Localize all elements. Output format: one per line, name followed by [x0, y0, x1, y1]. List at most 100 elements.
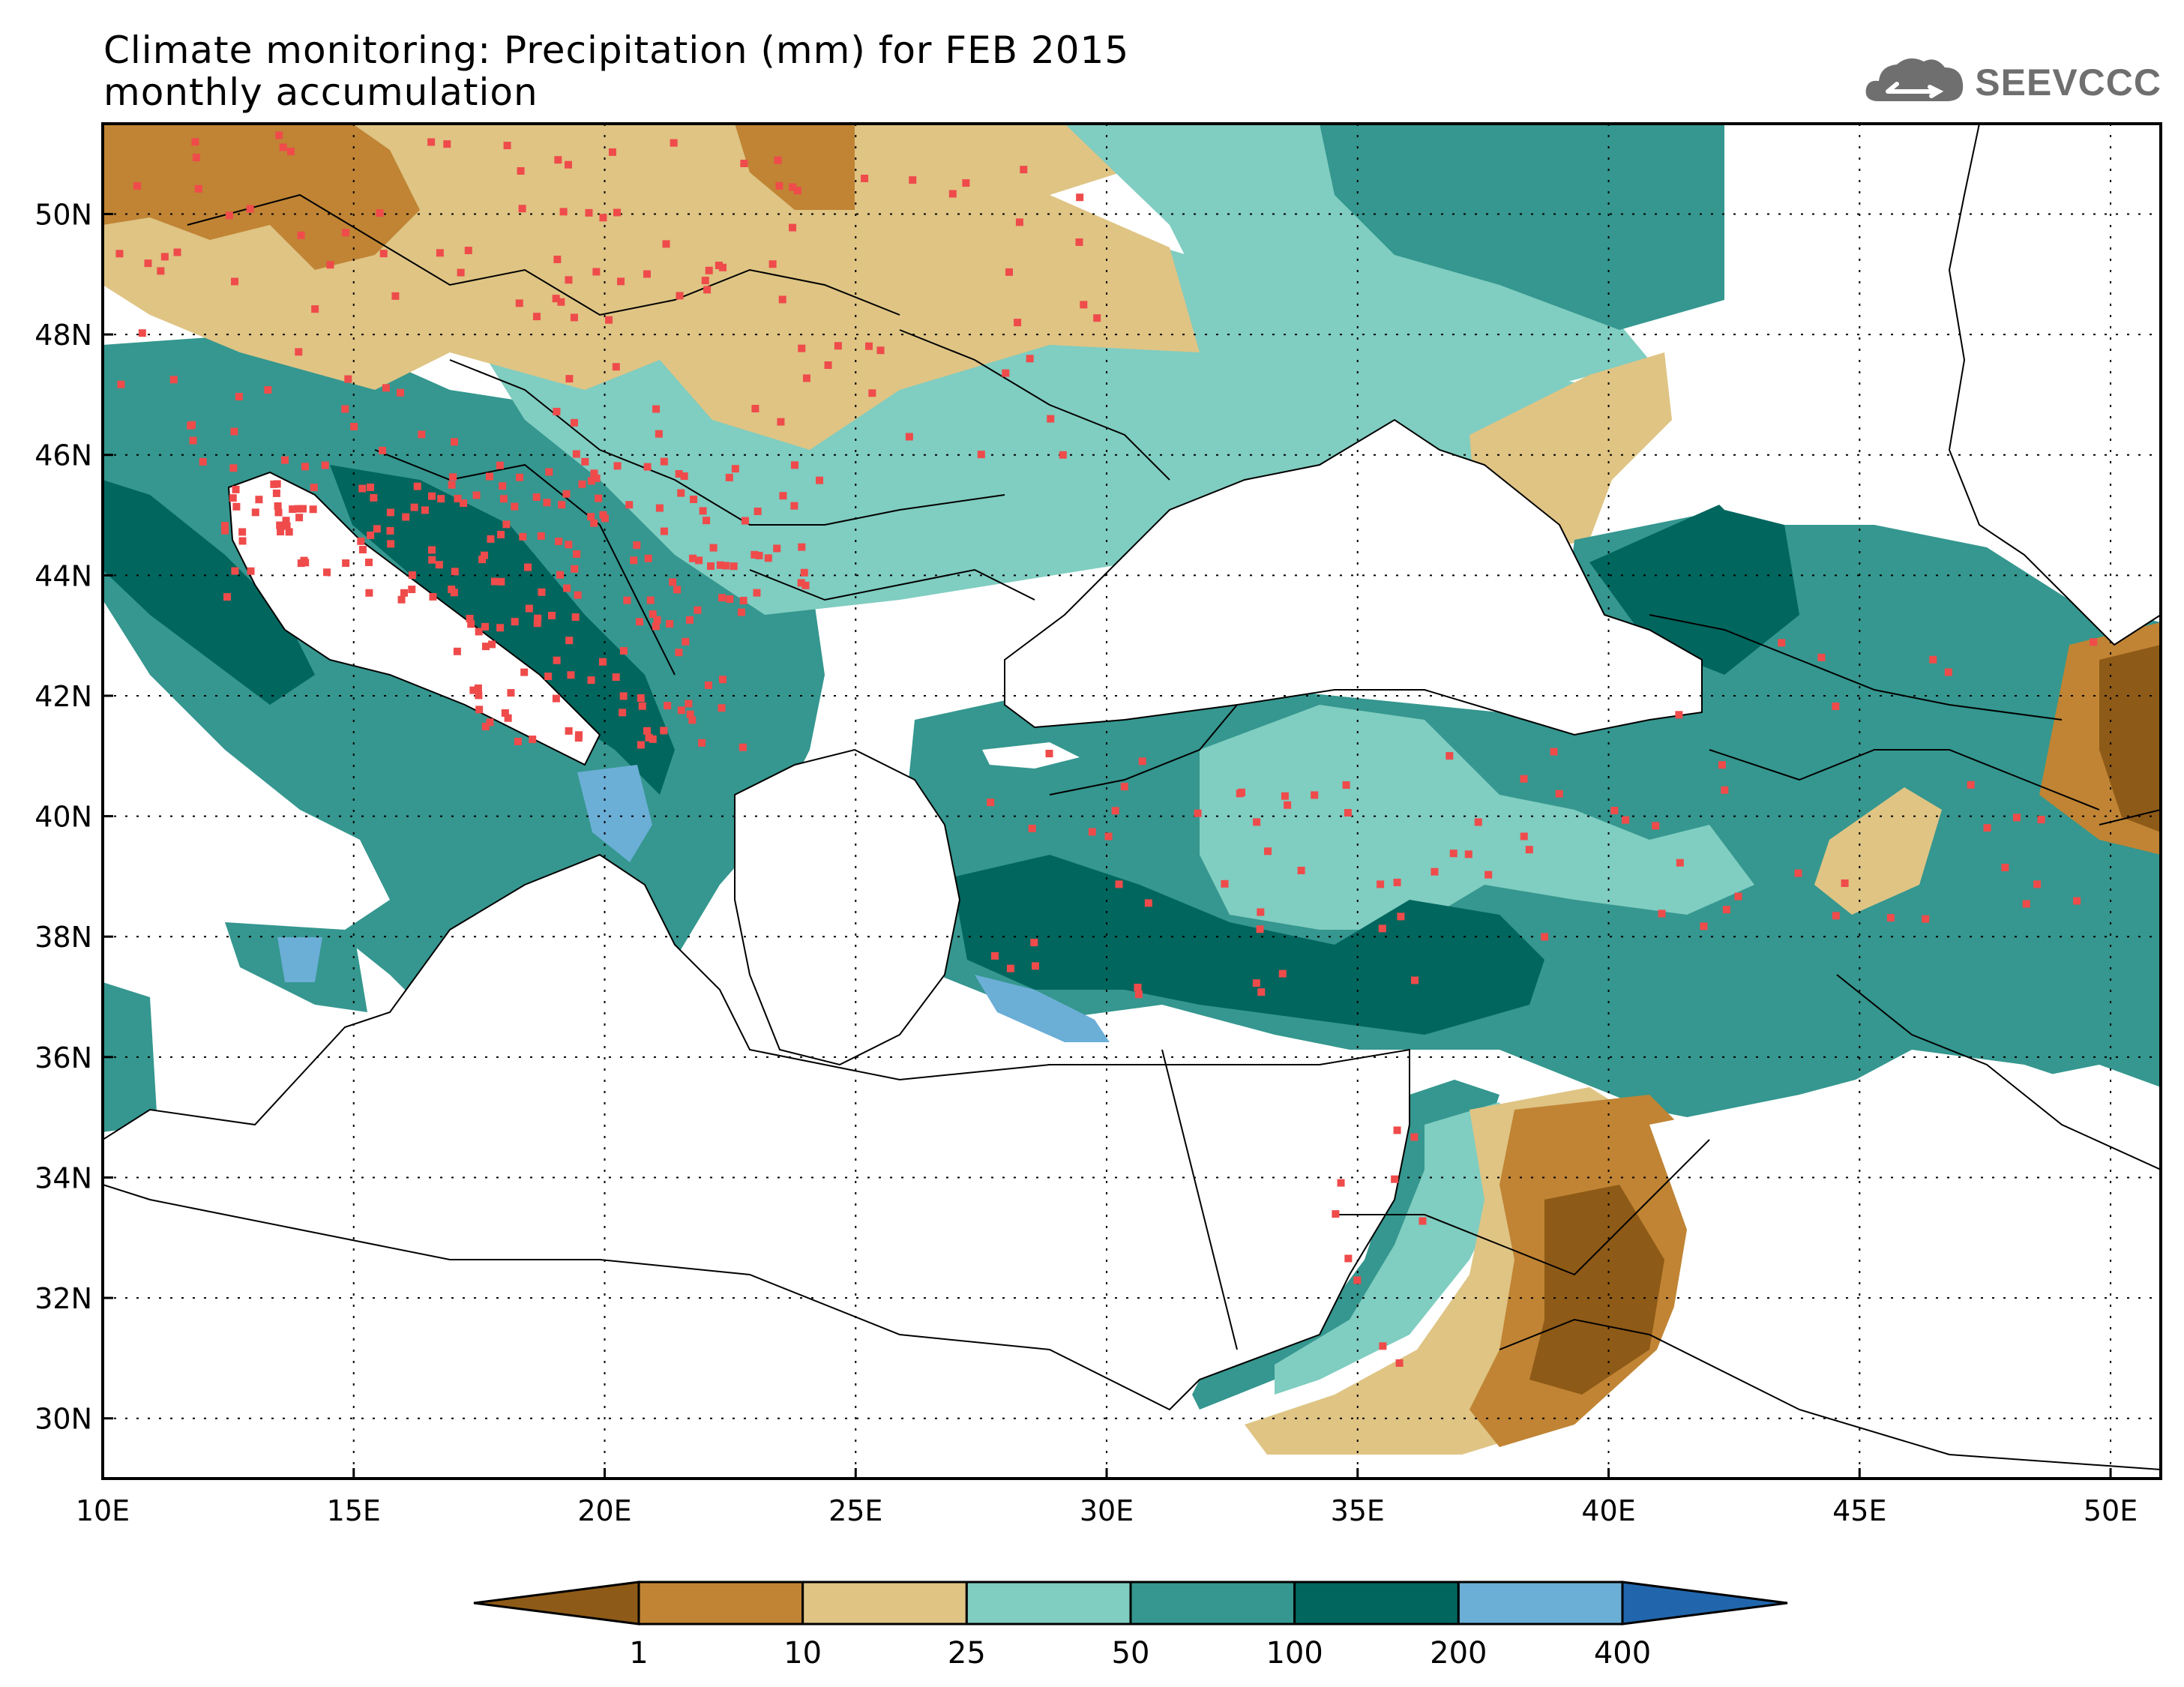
station-marker: [1520, 832, 1528, 841]
station-marker: [1088, 828, 1096, 836]
station-marker: [460, 499, 468, 508]
station-marker: [864, 342, 873, 350]
station-marker: [1431, 867, 1439, 876]
station-marker: [1983, 824, 1991, 832]
lon-tick-label: 40E: [1581, 1494, 1635, 1527]
station-marker: [773, 544, 781, 553]
station-marker: [519, 532, 527, 541]
station-marker: [695, 556, 703, 565]
station-marker: [357, 537, 365, 545]
station-marker: [310, 484, 318, 492]
station-marker: [675, 649, 683, 657]
station-marker: [729, 562, 738, 571]
station-marker: [276, 521, 284, 529]
north-africa-land: [103, 1185, 1275, 1479]
station-marker: [574, 591, 582, 599]
station-marker: [413, 482, 421, 490]
station-marker: [1410, 1133, 1419, 1141]
station-marker: [466, 614, 474, 622]
station-marker: [2033, 880, 2042, 888]
station-marker: [382, 384, 390, 392]
station-marker: [737, 608, 745, 616]
station-marker: [619, 692, 628, 700]
station-marker: [673, 586, 682, 594]
field-400-plus-turkey-south: [975, 975, 1110, 1042]
station-marker: [1076, 193, 1084, 202]
field-400-plus-sicily: [277, 937, 322, 982]
station-marker: [499, 482, 507, 490]
station-marker: [2022, 900, 2030, 908]
station-marker: [688, 716, 697, 724]
station-marker: [1080, 301, 1088, 309]
station-marker: [1484, 870, 1493, 879]
station-marker: [418, 430, 426, 439]
station-marker: [1311, 791, 1319, 799]
station-marker: [229, 464, 238, 472]
station-marker: [655, 504, 664, 512]
station-marker: [138, 329, 146, 337]
station-marker: [644, 554, 652, 562]
station-marker: [238, 528, 247, 536]
station-marker: [1257, 908, 1265, 916]
station-marker: [1342, 781, 1350, 790]
station-marker: [486, 718, 494, 727]
station-marker: [2013, 814, 2021, 822]
station-marker: [613, 462, 622, 470]
station-marker: [199, 457, 207, 466]
station-marker: [718, 594, 726, 602]
station-marker: [1676, 858, 1684, 867]
station-marker: [480, 551, 488, 559]
colorbar-segment: [801, 1581, 968, 1626]
station-marker: [1264, 847, 1272, 855]
station-marker: [255, 496, 263, 504]
station-marker: [1449, 849, 1457, 858]
station-marker: [514, 737, 522, 745]
station-marker: [1344, 808, 1352, 817]
station-marker: [286, 148, 295, 156]
station-marker: [428, 492, 436, 500]
station-marker: [645, 733, 653, 742]
field-200-400-anatolia-south: [952, 855, 1544, 1035]
station-marker: [1045, 750, 1053, 758]
station-marker: [264, 386, 272, 394]
station-marker: [778, 295, 786, 304]
station-marker: [1111, 807, 1119, 815]
station-marker: [800, 568, 808, 577]
station-marker: [570, 418, 578, 427]
station-marker: [643, 727, 652, 735]
lat-tick-label: 50N: [34, 198, 92, 231]
station-marker: [686, 710, 694, 718]
station-marker: [277, 528, 285, 536]
station-marker: [451, 438, 459, 446]
station-marker: [722, 562, 730, 570]
colorbar-segment: [1457, 1581, 1624, 1626]
colorbar-label: 1: [629, 1636, 648, 1671]
station-marker: [1253, 818, 1261, 826]
station-marker: [379, 446, 387, 454]
station-marker: [1393, 878, 1401, 886]
station-marker: [1944, 668, 1952, 676]
station-marker: [529, 736, 537, 744]
colorbar-extend-high: [1621, 1581, 1788, 1626]
station-marker: [133, 181, 141, 190]
station-marker: [630, 556, 638, 565]
lon-tick-label: 10E: [76, 1494, 130, 1527]
station-marker: [1134, 990, 1143, 999]
station-marker: [537, 532, 545, 540]
station-marker: [467, 620, 475, 628]
station-marker: [516, 473, 524, 481]
station-marker: [613, 208, 622, 217]
station-marker: [497, 577, 505, 586]
station-marker: [1115, 880, 1123, 888]
station-marker: [365, 559, 373, 567]
station-marker: [501, 709, 509, 717]
station-marker: [698, 739, 706, 747]
station-marker: [571, 565, 579, 573]
station-marker: [1555, 790, 1563, 798]
colorbar-extend-low: [473, 1581, 640, 1626]
station-marker: [868, 389, 876, 397]
map-frame: [101, 122, 2162, 1480]
station-marker: [2001, 864, 2009, 872]
field-200-400-italy: [103, 480, 315, 705]
station-marker: [225, 211, 233, 220]
